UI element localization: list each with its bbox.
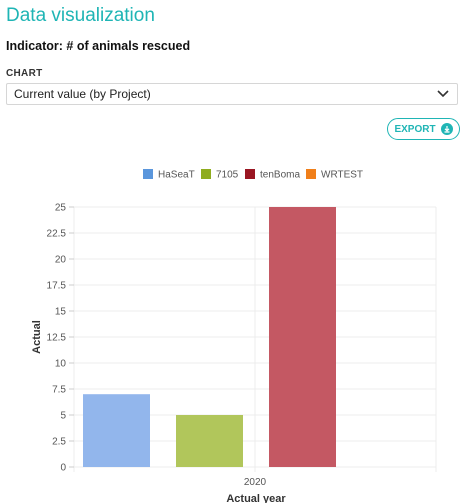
y-tick-label: 2.5 xyxy=(52,437,66,448)
y-axis-ticks: 0 2.5 5 7.5 10 12.5 15 17.5 20 22.5 25 xyxy=(47,203,74,474)
bar-tenBoma[interactable] xyxy=(269,207,336,467)
chart-type-select-value: Current value (by Project) xyxy=(14,87,151,101)
y-tick-label: 0 xyxy=(60,463,66,474)
y-tick-label: 20 xyxy=(55,255,67,266)
legend-label-1[interactable]: 7105 xyxy=(216,170,239,181)
y-tick-label: 10 xyxy=(55,359,67,370)
legend-label-0[interactable]: HaSeaT xyxy=(158,170,195,181)
chart-type-select[interactable]: Current value (by Project) xyxy=(6,83,458,105)
y-axis-label: Actual xyxy=(31,320,43,354)
legend-label-3[interactable]: WRTEST xyxy=(321,170,363,181)
legend-swatch-2[interactable] xyxy=(245,169,255,179)
bar-chart: HaSeaT 7105 tenBoma WRTEST 0 2.5 5 7.5 10 12.5 15… xyxy=(31,169,437,503)
y-tick-label: 22.5 xyxy=(47,229,67,240)
y-tick-label: 5 xyxy=(60,411,66,422)
legend-swatch-1[interactable] xyxy=(201,169,211,179)
chevron-down-icon xyxy=(437,88,449,100)
page-title: Data visualization xyxy=(6,5,155,26)
y-tick-label: 25 xyxy=(55,203,67,214)
y-tick-label: 15 xyxy=(55,307,67,318)
bar-HaSeaT[interactable] xyxy=(83,394,150,467)
y-tick-label: 12.5 xyxy=(47,333,67,344)
y-tick-label: 17.5 xyxy=(47,281,67,292)
x-axis-label: Actual year xyxy=(226,493,286,503)
chart-bars xyxy=(83,207,336,467)
chart-legend: HaSeaT 7105 tenBoma WRTEST xyxy=(143,169,363,181)
y-tick-label: 7.5 xyxy=(52,385,66,396)
download-icon xyxy=(440,123,453,135)
x-axis-ticks: 2020 xyxy=(244,477,267,488)
bar-7105[interactable] xyxy=(176,415,243,467)
legend-swatch-3[interactable] xyxy=(306,169,316,179)
chart-grid xyxy=(73,206,437,472)
indicator-label: Indicator: # of animals rescued xyxy=(6,39,191,53)
legend-label-2[interactable]: tenBoma xyxy=(260,170,300,181)
export-button-label: EXPORT xyxy=(394,123,436,135)
chart-select-label: CHART xyxy=(6,68,43,79)
export-button[interactable]: EXPORT xyxy=(387,118,460,140)
legend-swatch-0[interactable] xyxy=(143,169,153,179)
x-tick-label: 2020 xyxy=(244,477,267,488)
